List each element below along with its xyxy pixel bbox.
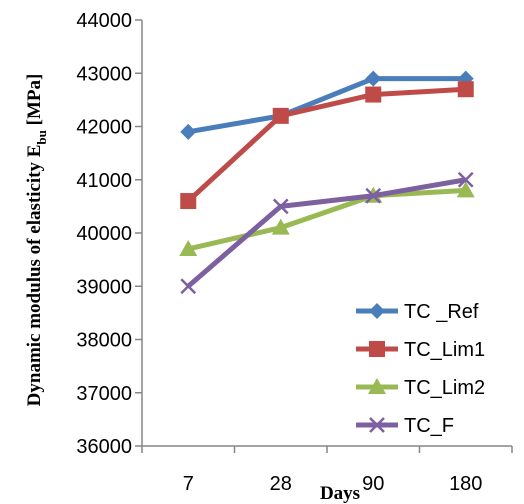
- y-tick-label: 36000: [76, 436, 132, 458]
- data-point: [272, 107, 289, 124]
- series-layer: [179, 70, 475, 295]
- series-3: [179, 181, 475, 256]
- x-tick-label: 90: [362, 473, 384, 495]
- legend-item: TC _Ref: [356, 301, 479, 323]
- legend-item: TC_Lim2: [356, 377, 485, 399]
- legend-label: TC_Lim2: [404, 377, 485, 399]
- legend: TC _Ref TC_Lim1 TC_Lim2 TC_F: [356, 301, 485, 437]
- series-4: [180, 171, 474, 295]
- data-point: [457, 81, 474, 98]
- legend-label: TC_Lim1: [404, 339, 485, 361]
- x-tick-label: 7: [183, 473, 194, 495]
- series-2: [180, 81, 474, 210]
- y-ticks: 36000 37000 38000 39000 40000 41000 42000 43000…: [76, 10, 142, 458]
- data-point: [180, 123, 197, 140]
- x-tick-label: 180: [449, 473, 482, 495]
- data-point: [271, 218, 290, 235]
- series-line: [187, 76, 466, 135]
- x-axis-title: Days: [320, 483, 360, 504]
- legend-label: TC _Ref: [404, 301, 479, 323]
- series-line: [186, 177, 467, 289]
- legend-marker: [368, 378, 386, 394]
- data-point: [365, 70, 382, 87]
- series-line: [187, 187, 466, 252]
- data-point: [179, 239, 198, 256]
- y-axis-title: Dynamic modulus of elasticity Ebu [MPa]: [24, 74, 49, 407]
- y-tick-label: 44000: [76, 10, 132, 32]
- data-point: [365, 187, 382, 204]
- y-tick-label: 43000: [76, 63, 132, 85]
- data-point: [272, 198, 289, 215]
- series-line: [186, 86, 466, 203]
- y-tick-label: 38000: [76, 330, 132, 352]
- data-point: [180, 278, 197, 295]
- legend-label: TC_F: [404, 415, 454, 437]
- y-tick-label: 37000: [76, 383, 132, 405]
- y-tick-label: 42000: [76, 117, 132, 139]
- x-tick-label: 28: [270, 473, 292, 495]
- legend-item: TC_F: [356, 415, 454, 437]
- data-point: [180, 193, 197, 210]
- legend-marker: [369, 417, 385, 433]
- legend-item: TC_Lim1: [356, 339, 485, 361]
- y-tick-label: 40000: [76, 223, 132, 245]
- y-tick-label: 41000: [76, 170, 132, 192]
- data-point: [457, 171, 474, 188]
- y-tick-label: 39000: [76, 276, 132, 298]
- legend-marker: [369, 303, 385, 319]
- x-ticks: 7 28 90 180: [141, 446, 513, 495]
- data-point: [456, 181, 475, 198]
- data-point: [365, 86, 382, 103]
- legend-marker: [369, 341, 385, 357]
